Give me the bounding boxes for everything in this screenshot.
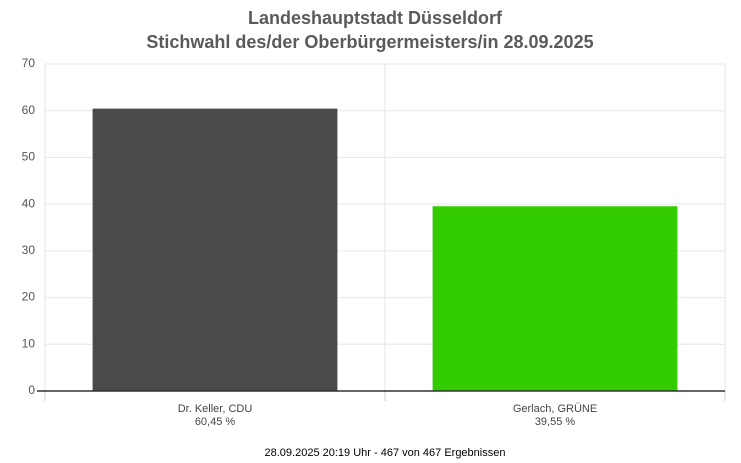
y-tick-label: 0	[28, 383, 35, 397]
y-tick-label: 40	[22, 196, 36, 210]
bar	[432, 206, 678, 391]
value-label: 39,55 %	[535, 416, 576, 428]
caption: 28.09.2025 20:19 Uhr - 467 von 467 Ergeb…	[265, 447, 506, 459]
y-tick-label: 50	[22, 150, 36, 164]
chart-title: Landeshauptstadt Düsseldorf	[248, 8, 503, 28]
x-tick-label: Dr. Keller, CDU	[178, 403, 253, 415]
y-tick-label: 10	[22, 336, 36, 350]
value-label: 60,45 %	[195, 416, 236, 428]
y-tick-label: 20	[22, 290, 36, 304]
y-tick-label: 60	[22, 103, 36, 117]
x-tick-label: Gerlach, GRÜNE	[513, 403, 597, 415]
y-tick-label: 70	[22, 56, 36, 70]
chart-subtitle: Stichwahl des/der Oberbürgermeisters/in …	[146, 32, 593, 52]
y-tick-label: 30	[22, 243, 36, 257]
bar	[92, 108, 338, 391]
